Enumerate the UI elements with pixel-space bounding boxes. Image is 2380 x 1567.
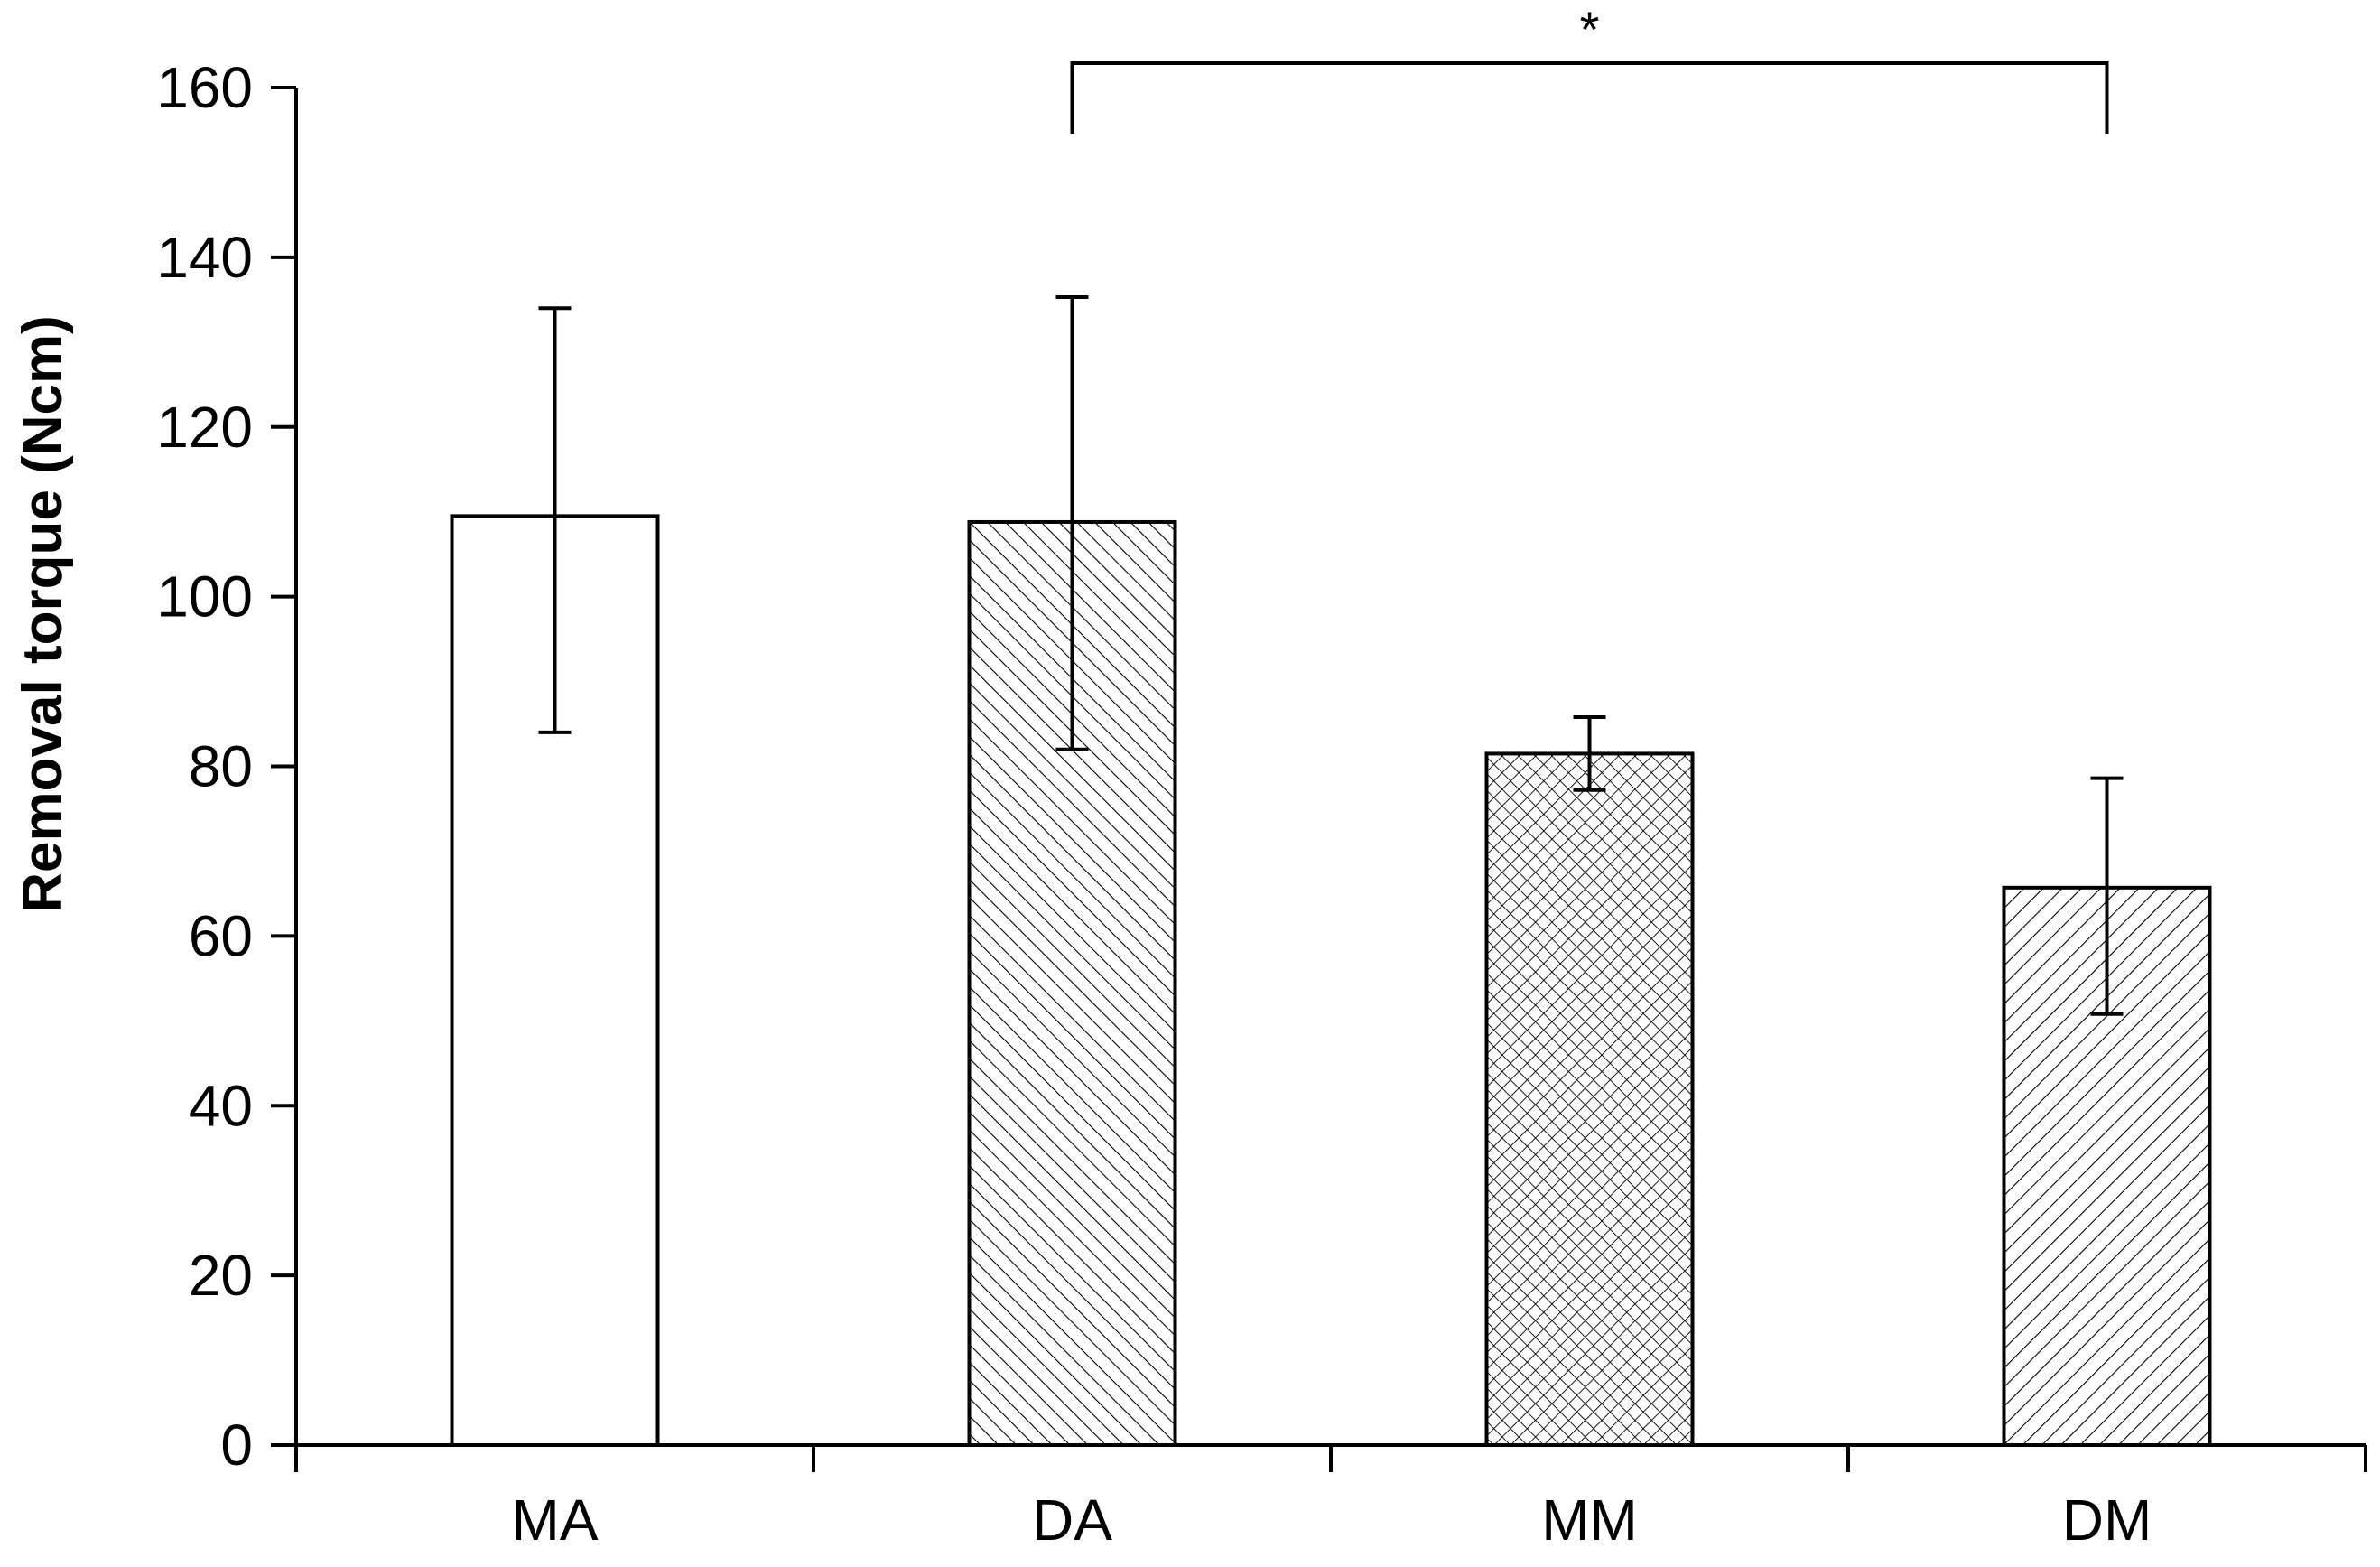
y-tick-label: 160 [156,55,253,120]
y-tick-label: 140 [156,225,253,290]
bars-group [450,514,2212,1447]
significance-bracket: * [1070,1,2109,134]
y-tick-label: 0 [220,1413,253,1478]
bar-dm [2002,885,2212,1447]
significance-bracket-line [1070,61,2109,134]
x-category-label: DA [1032,1488,1112,1553]
y-tick-label: 120 [156,395,253,460]
x-category-label: MA [512,1488,599,1553]
bar-mm [1484,751,1695,1447]
x-category-label: DM [2062,1488,2152,1553]
x-axis: MA DA MM DM [294,1443,2367,1553]
y-tick-label: 80 [189,734,253,799]
significance-star: * [1580,1,1600,58]
x-category-label: MM [1541,1488,1638,1553]
y-axis: 0 20 40 60 80 100 120 140 160 [156,55,298,1478]
y-tick-label: 20 [189,1243,253,1308]
y-tick-label: 40 [189,1073,253,1138]
error-bars-group [538,295,2124,1016]
y-tick-label: 100 [156,564,253,630]
y-axis-title: Removal torque (Ncm) [12,315,74,912]
y-tick-label: 60 [189,903,253,968]
